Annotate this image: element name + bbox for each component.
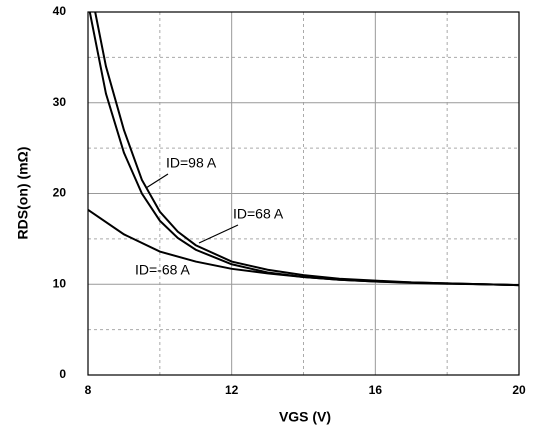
line	[88, 209, 519, 287]
y-tick-label: 0	[59, 367, 66, 381]
x-tick-label: 12	[225, 383, 239, 397]
y-tick-label: 20	[53, 186, 67, 200]
y-axis-title: RDS(on) (mΩ)	[15, 147, 31, 240]
leader-line	[198, 224, 239, 244]
x-axis-title: VGS (V)	[279, 409, 331, 425]
y-tick-label: 30	[53, 95, 67, 109]
series-label: ID=68 A	[233, 206, 284, 222]
y-tick-label: 40	[53, 4, 67, 18]
series-label: ID=98 A	[166, 155, 217, 171]
x-tick-label: 20	[512, 383, 526, 397]
x-tick-label: 8	[85, 383, 92, 397]
plot-frame	[87, 11, 520, 376]
y-tick-label: 10	[53, 276, 67, 290]
leader-line	[145, 173, 169, 189]
series-label: ID=-68 A	[135, 262, 191, 278]
x-tick-label: 16	[369, 383, 383, 397]
